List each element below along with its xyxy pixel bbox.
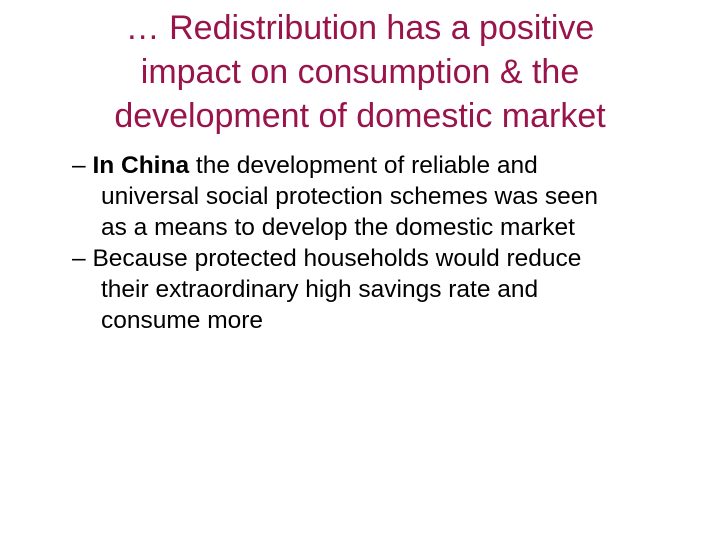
title-line: … Redistribution has a positive	[125, 9, 595, 47]
bullet-item: – Because protected households would red…	[72, 243, 702, 336]
bullet-dash: –	[72, 152, 93, 179]
bullet-line: – In China the development of reliable a…	[72, 150, 702, 181]
title-line: impact on consumption & the	[140, 53, 580, 91]
bullet-line: universal social protection schemes was …	[101, 183, 599, 210]
bullet-line: consume more	[101, 307, 264, 334]
bullet-line: as a means to develop the domestic marke…	[101, 214, 575, 241]
bullet-dash: –	[72, 245, 93, 272]
title-line: development of domestic market	[114, 97, 606, 135]
bullet-item: – In China the development of reliable a…	[72, 150, 702, 243]
emphasis-text: In China	[92, 152, 190, 179]
slide-title: … Redistribution has a positive impact o…	[40, 6, 680, 138]
bullet-line: their extraordinary high savings rate an…	[101, 276, 539, 303]
bullet-line: – Because protected households would red…	[72, 243, 702, 274]
bullet-text: Because protected households would reduc…	[92, 245, 582, 272]
bullet-text: the development of reliable and	[189, 152, 538, 179]
bullet-list: – In China the development of reliable a…	[72, 150, 702, 336]
